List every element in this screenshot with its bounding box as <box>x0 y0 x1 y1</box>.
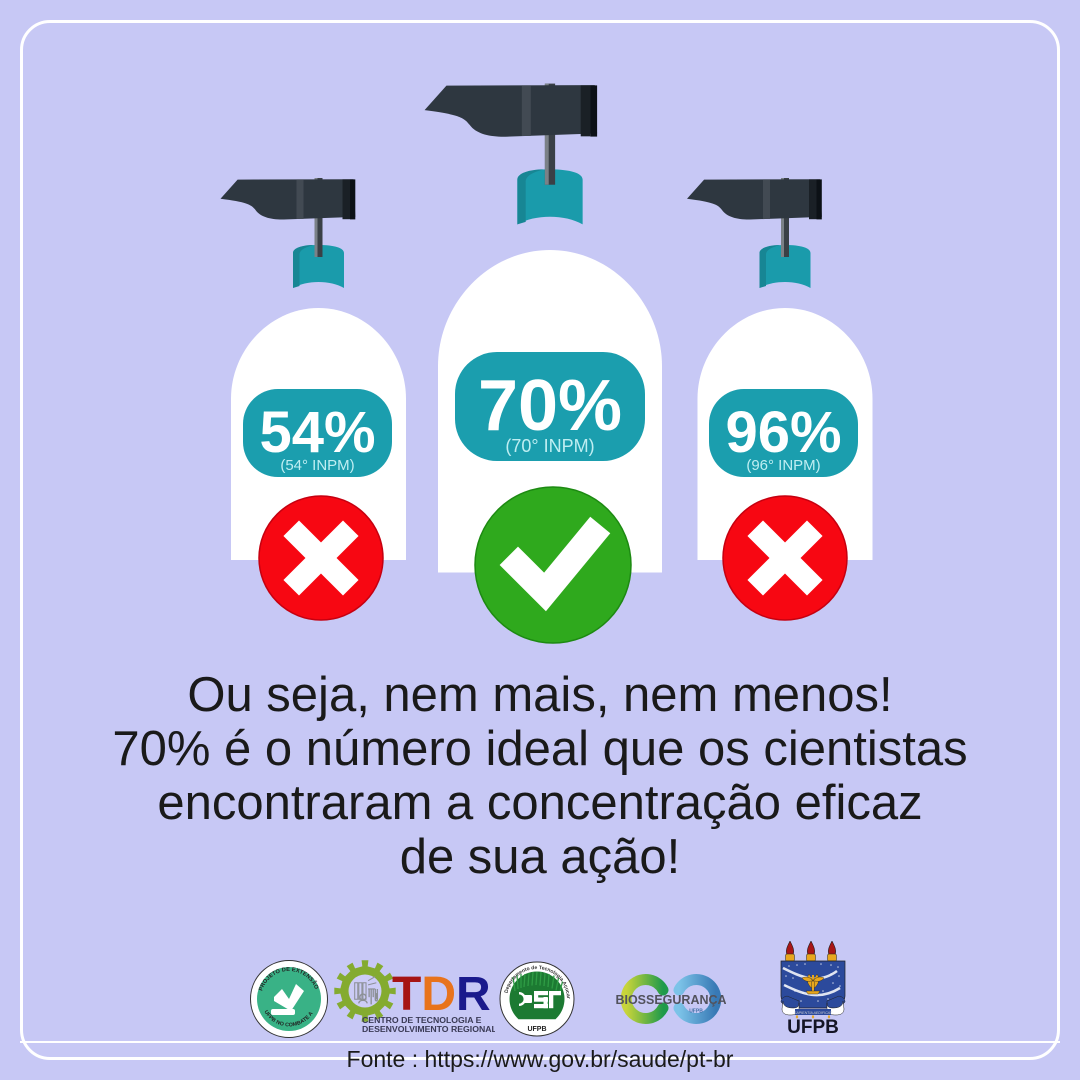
svg-text:(54° INPM): (54° INPM) <box>280 457 354 474</box>
svg-text:54%: 54% <box>259 400 375 465</box>
svg-text:(70° INPM): (70° INPM) <box>505 436 594 456</box>
svg-text:96%: 96% <box>725 400 841 465</box>
svg-text:(96° INPM): (96° INPM) <box>746 457 820 474</box>
svg-text:70%: 70% <box>478 366 622 446</box>
